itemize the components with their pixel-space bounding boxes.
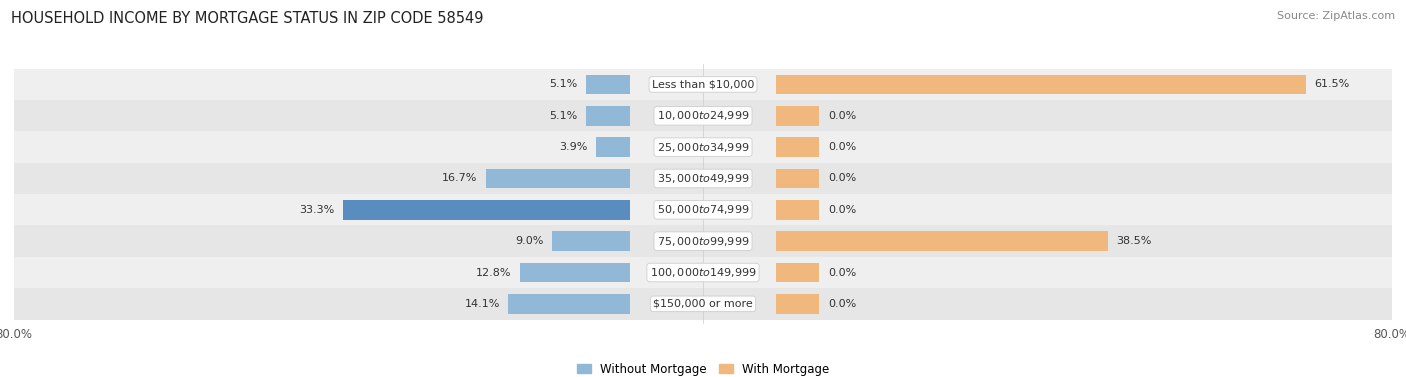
Text: HOUSEHOLD INCOME BY MORTGAGE STATUS IN ZIP CODE 58549: HOUSEHOLD INCOME BY MORTGAGE STATUS IN Z…: [11, 11, 484, 26]
Bar: [486, 169, 630, 188]
Bar: [596, 138, 630, 157]
Text: $50,000 to $74,999: $50,000 to $74,999: [657, 203, 749, 216]
Bar: [776, 294, 820, 314]
Bar: [14, 257, 1392, 288]
Bar: [14, 194, 1392, 225]
Bar: [776, 169, 820, 188]
Bar: [776, 138, 820, 157]
Text: 33.3%: 33.3%: [299, 205, 335, 215]
Text: $75,000 to $99,999: $75,000 to $99,999: [657, 234, 749, 248]
Text: $100,000 to $149,999: $100,000 to $149,999: [650, 266, 756, 279]
Text: 0.0%: 0.0%: [828, 142, 856, 152]
Bar: [776, 263, 820, 282]
Text: 14.1%: 14.1%: [464, 299, 499, 309]
Text: 0.0%: 0.0%: [828, 205, 856, 215]
Bar: [520, 263, 630, 282]
Bar: [14, 100, 1392, 132]
Bar: [586, 75, 630, 94]
Bar: [776, 200, 820, 219]
Text: 0.0%: 0.0%: [828, 268, 856, 277]
Text: Less than $10,000: Less than $10,000: [652, 80, 754, 89]
Bar: [586, 106, 630, 126]
Text: 16.7%: 16.7%: [441, 173, 478, 184]
Bar: [14, 163, 1392, 194]
Bar: [14, 69, 1392, 100]
Text: $150,000 or more: $150,000 or more: [654, 299, 752, 309]
Text: $10,000 to $24,999: $10,000 to $24,999: [657, 109, 749, 122]
Text: 0.0%: 0.0%: [828, 111, 856, 121]
Text: 12.8%: 12.8%: [475, 268, 510, 277]
Text: 9.0%: 9.0%: [516, 236, 544, 246]
Bar: [553, 231, 630, 251]
Text: 3.9%: 3.9%: [560, 142, 588, 152]
Text: $25,000 to $34,999: $25,000 to $34,999: [657, 141, 749, 154]
Text: 0.0%: 0.0%: [828, 173, 856, 184]
Bar: [776, 231, 1108, 251]
Text: $35,000 to $49,999: $35,000 to $49,999: [657, 172, 749, 185]
Bar: [14, 225, 1392, 257]
Text: 5.1%: 5.1%: [548, 111, 578, 121]
Bar: [343, 200, 630, 219]
Text: 0.0%: 0.0%: [828, 299, 856, 309]
Text: 5.1%: 5.1%: [548, 80, 578, 89]
Text: 38.5%: 38.5%: [1116, 236, 1152, 246]
Bar: [776, 106, 820, 126]
Bar: [509, 294, 630, 314]
Bar: [776, 75, 1306, 94]
Bar: [14, 288, 1392, 320]
Text: 61.5%: 61.5%: [1315, 80, 1350, 89]
Legend: Without Mortgage, With Mortgage: Without Mortgage, With Mortgage: [576, 363, 830, 375]
Bar: [14, 132, 1392, 163]
Text: Source: ZipAtlas.com: Source: ZipAtlas.com: [1277, 11, 1395, 21]
